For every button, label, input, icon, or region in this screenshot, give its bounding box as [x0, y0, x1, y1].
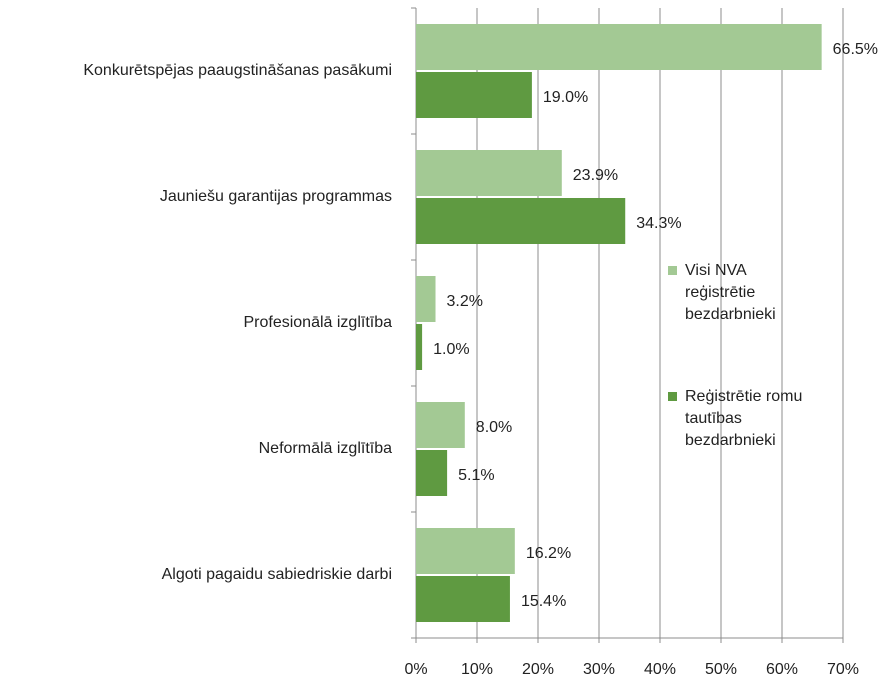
bar [416, 528, 515, 574]
data-label: 66.5% [833, 41, 878, 58]
bar [416, 402, 465, 448]
data-label: 23.9% [573, 167, 618, 184]
legend-label: Visi NVA reģistrētie bezdarbnieki [685, 262, 776, 323]
y-tick-label: Konkurētspējas paaugstināšanas pasākumi [83, 62, 392, 79]
data-label: 34.3% [636, 215, 681, 232]
data-label: 8.0% [476, 419, 512, 436]
data-label: 1.0% [433, 341, 469, 358]
legend-swatch [668, 266, 677, 275]
bar [416, 150, 562, 196]
y-tick-label: Algoti pagaidu sabiedriskie darbi [162, 566, 392, 583]
bar [416, 324, 423, 370]
bar [416, 198, 626, 244]
x-tick-label: 30% [583, 661, 615, 678]
bar [416, 72, 532, 118]
x-tick-label: 50% [705, 661, 737, 678]
data-label: 15.4% [521, 593, 566, 610]
legend-item: Reģistrētie romu tautības bezdarbnieki [668, 386, 818, 452]
legend-label: Reģistrētie romu tautības bezdarbnieki [685, 388, 803, 449]
data-label: 19.0% [543, 89, 588, 106]
x-tick-label: 40% [644, 661, 676, 678]
legend-swatch [668, 392, 677, 401]
x-tick-label: 10% [461, 661, 493, 678]
data-label: 3.2% [447, 293, 483, 310]
bar [416, 450, 448, 496]
y-tick-label: Profesionālā izglītība [243, 314, 392, 331]
bar [416, 576, 510, 622]
data-label: 16.2% [526, 545, 571, 562]
x-tick-label: 60% [766, 661, 798, 678]
bar [416, 24, 822, 70]
legend-item: Visi NVA reģistrētie bezdarbnieki [668, 260, 818, 326]
bar [416, 276, 436, 322]
x-tick-label: 70% [827, 661, 859, 678]
x-tick-label: 20% [522, 661, 554, 678]
x-tick-label: 0% [404, 661, 427, 678]
data-label: 5.1% [458, 467, 494, 484]
y-tick-label: Neformālā izglītība [259, 440, 392, 457]
y-tick-label: Jauniešu garantijas programmas [160, 188, 392, 205]
